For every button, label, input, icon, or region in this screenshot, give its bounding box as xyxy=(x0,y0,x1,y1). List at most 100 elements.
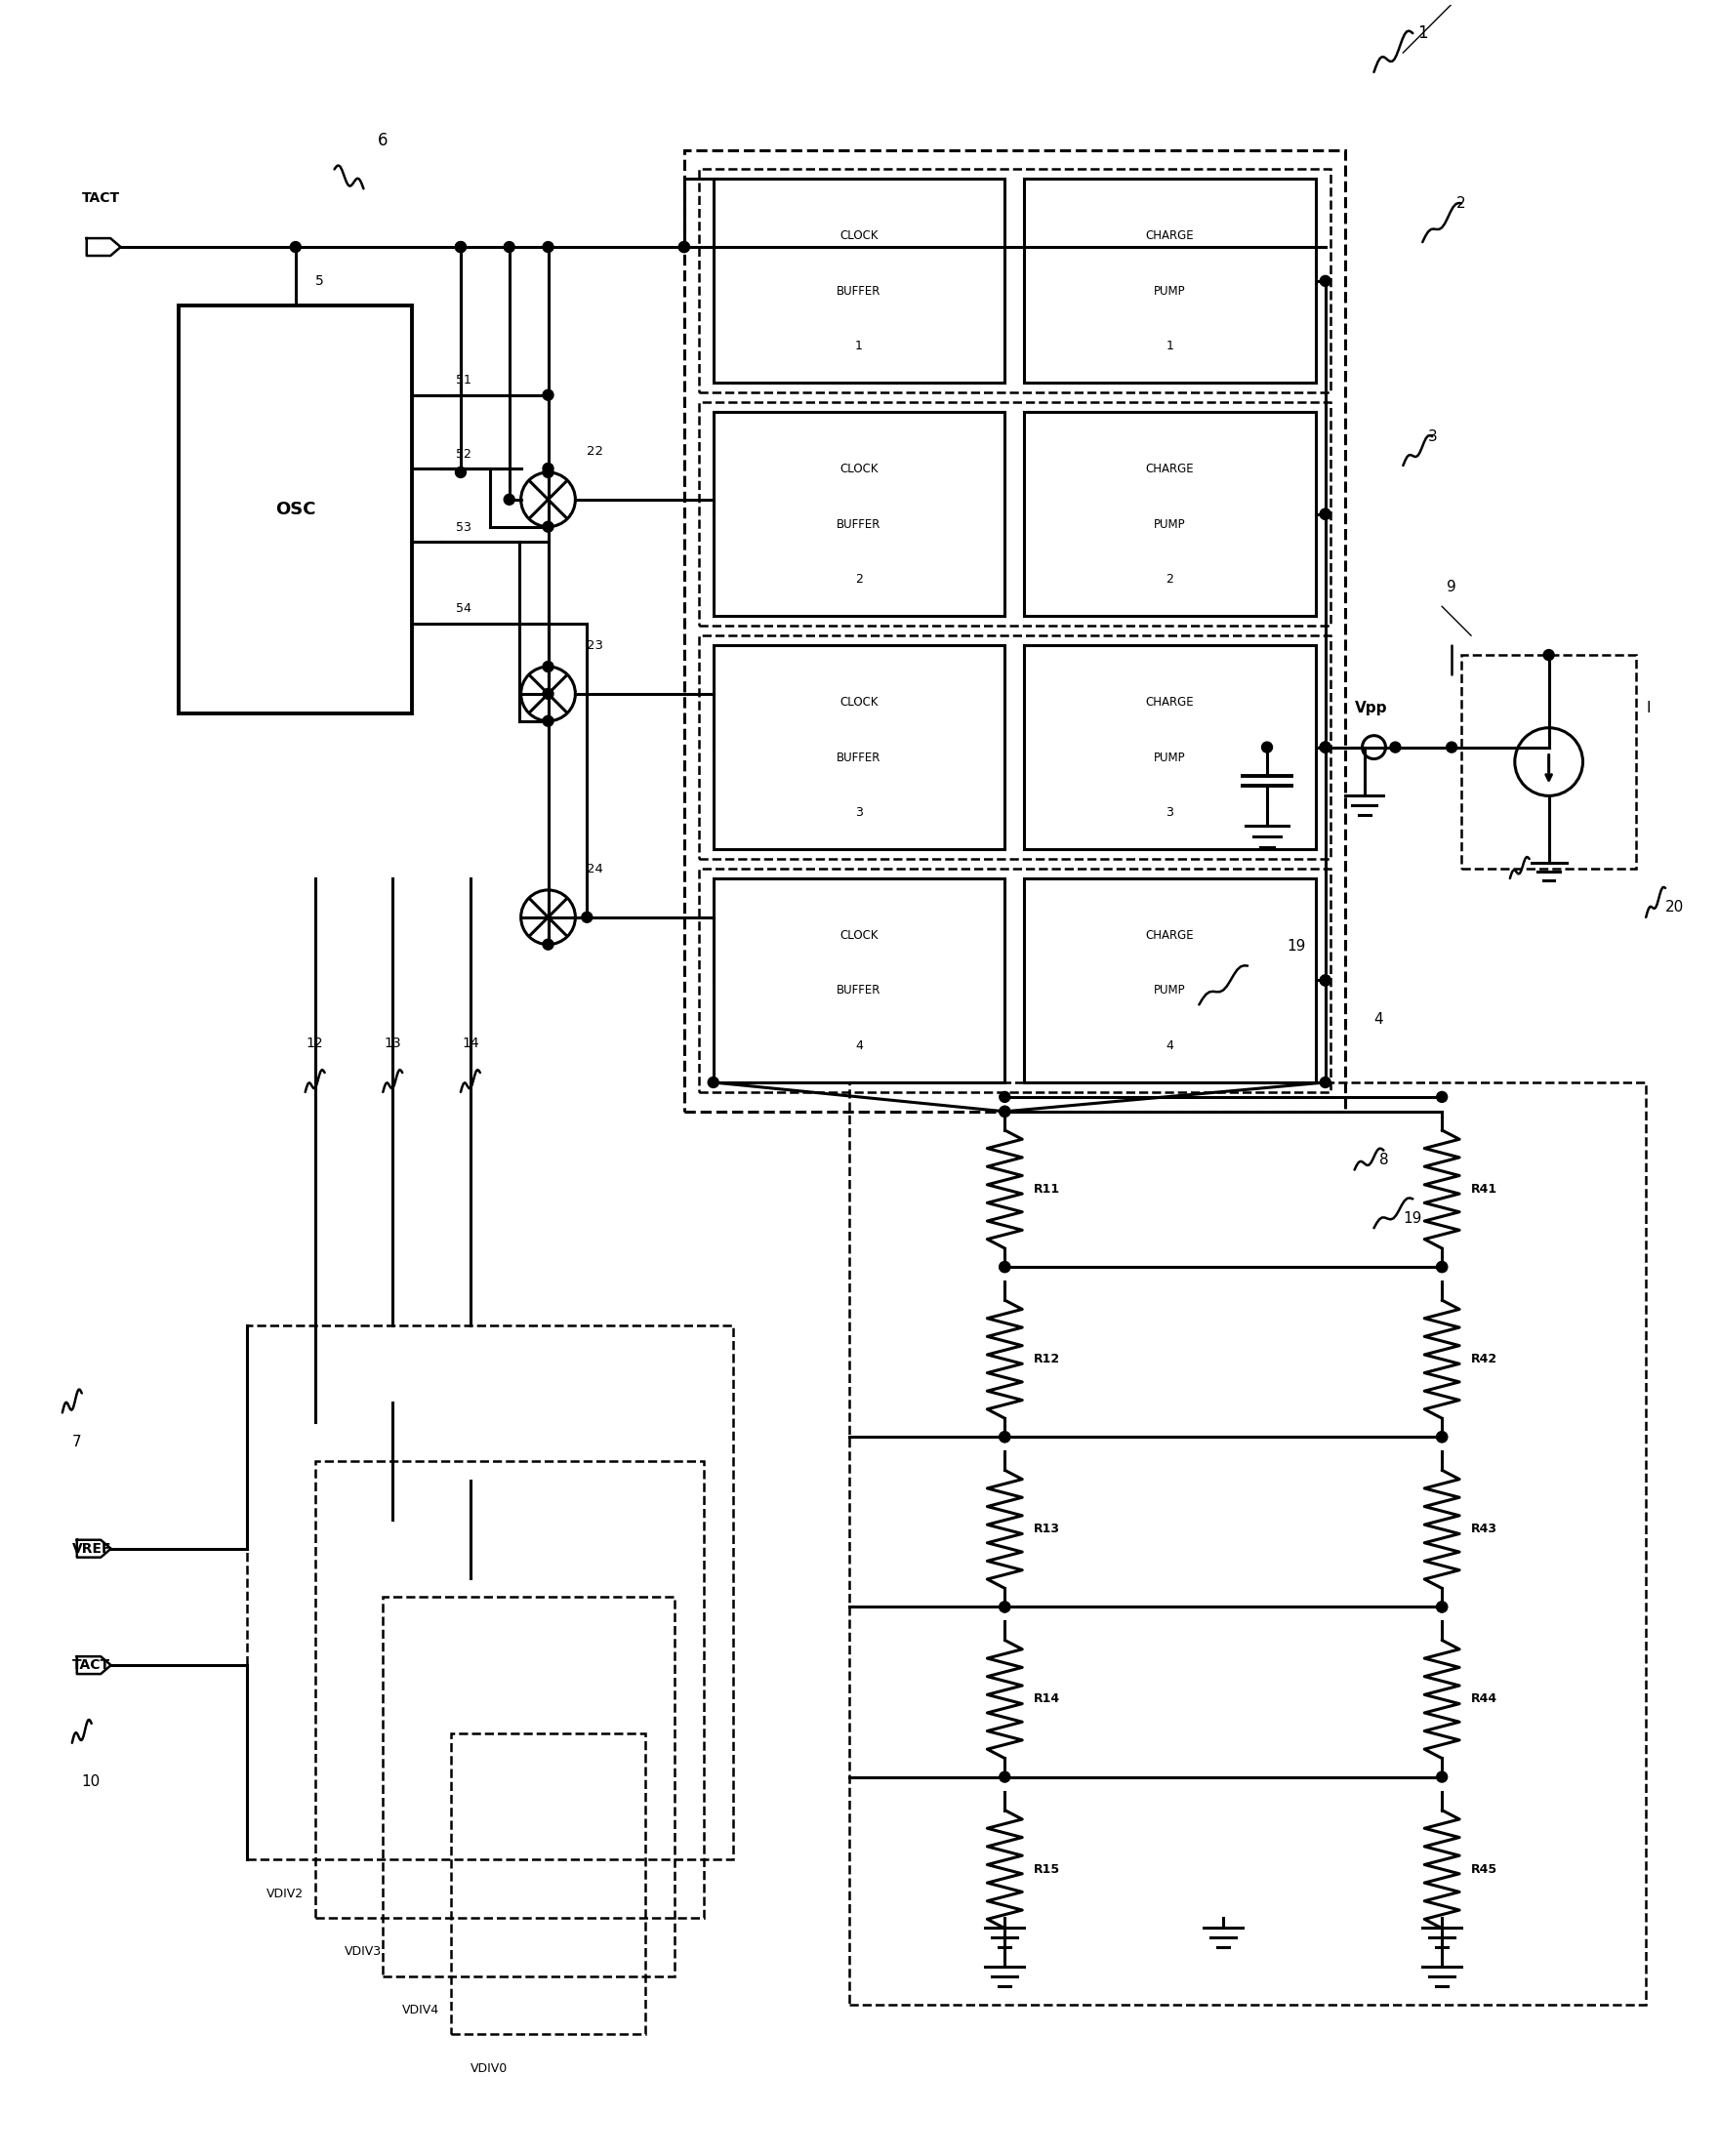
Circle shape xyxy=(999,1602,1011,1613)
Circle shape xyxy=(999,1602,1011,1613)
Text: PUMP: PUMP xyxy=(1153,517,1186,530)
Circle shape xyxy=(1437,1432,1447,1442)
Circle shape xyxy=(999,1432,1011,1442)
Circle shape xyxy=(999,1432,1011,1442)
Text: 19: 19 xyxy=(1403,1212,1422,1225)
Circle shape xyxy=(1320,1078,1331,1089)
Bar xyxy=(179,306,413,714)
Text: R14: R14 xyxy=(1033,1692,1061,1705)
Bar xyxy=(684,149,1344,1112)
Text: Vpp: Vpp xyxy=(1355,701,1387,716)
Text: 6: 6 xyxy=(378,132,388,149)
Circle shape xyxy=(456,241,466,252)
Circle shape xyxy=(999,1091,1011,1102)
Circle shape xyxy=(1437,1261,1447,1272)
Text: VDIV2: VDIV2 xyxy=(266,1886,304,1899)
Circle shape xyxy=(1437,1261,1447,1272)
Text: VREF: VREF xyxy=(72,1542,112,1554)
Text: TACT: TACT xyxy=(83,192,120,205)
Circle shape xyxy=(679,241,689,252)
Circle shape xyxy=(999,1261,1011,1272)
Circle shape xyxy=(456,241,466,252)
Bar xyxy=(315,1462,703,1919)
Text: R45: R45 xyxy=(1471,1863,1497,1876)
Circle shape xyxy=(999,1772,1011,1783)
Text: VDIV3: VDIV3 xyxy=(344,1945,382,1958)
Text: CLOCK: CLOCK xyxy=(841,929,878,942)
Text: 4: 4 xyxy=(1373,1011,1384,1026)
Text: CHARGE: CHARGE xyxy=(1145,231,1195,241)
Text: CHARGE: CHARGE xyxy=(1145,464,1195,476)
Text: R42: R42 xyxy=(1471,1352,1497,1365)
Circle shape xyxy=(543,390,554,401)
Text: R15: R15 xyxy=(1033,1863,1061,1876)
Bar xyxy=(698,403,1331,625)
Text: 2: 2 xyxy=(854,573,863,586)
Circle shape xyxy=(1320,742,1331,752)
Bar xyxy=(698,636,1331,858)
Circle shape xyxy=(1320,975,1331,985)
Text: R44: R44 xyxy=(1471,1692,1497,1705)
Text: CHARGE: CHARGE xyxy=(1145,696,1195,709)
Circle shape xyxy=(543,716,554,727)
Circle shape xyxy=(1437,1602,1447,1613)
Circle shape xyxy=(1446,742,1458,752)
Circle shape xyxy=(543,241,554,252)
Bar xyxy=(698,869,1331,1093)
Text: 22: 22 xyxy=(586,444,603,457)
Text: OSC: OSC xyxy=(275,500,316,517)
Circle shape xyxy=(999,1106,1011,1117)
Text: 12: 12 xyxy=(306,1037,323,1050)
Bar xyxy=(849,1082,1647,2005)
Text: 3: 3 xyxy=(1427,429,1437,444)
Circle shape xyxy=(543,688,554,699)
Text: CLOCK: CLOCK xyxy=(841,464,878,476)
Text: 10: 10 xyxy=(83,1774,101,1789)
Text: PUMP: PUMP xyxy=(1153,750,1186,763)
Text: 1: 1 xyxy=(854,341,863,354)
Text: BUFFER: BUFFER xyxy=(837,517,882,530)
Text: 19: 19 xyxy=(1286,940,1305,953)
Text: VDIV0: VDIV0 xyxy=(471,2061,507,2074)
Circle shape xyxy=(1262,742,1272,752)
Bar xyxy=(248,1326,732,1858)
Text: 51: 51 xyxy=(456,375,471,386)
Bar xyxy=(1461,655,1636,869)
Circle shape xyxy=(1320,742,1331,752)
Text: 1: 1 xyxy=(1418,24,1428,43)
Circle shape xyxy=(543,940,554,951)
Circle shape xyxy=(679,241,689,252)
Circle shape xyxy=(1320,509,1331,520)
Text: PUMP: PUMP xyxy=(1153,285,1186,298)
Circle shape xyxy=(456,468,466,479)
Text: CHARGE: CHARGE xyxy=(1145,929,1195,942)
Text: BUFFER: BUFFER xyxy=(837,285,882,298)
Circle shape xyxy=(708,1078,719,1089)
Text: 13: 13 xyxy=(383,1037,401,1050)
Text: 8: 8 xyxy=(1379,1153,1389,1166)
Circle shape xyxy=(543,464,554,474)
Text: 3: 3 xyxy=(854,806,863,819)
Text: 20: 20 xyxy=(1666,901,1685,914)
Text: 1: 1 xyxy=(1165,341,1174,354)
Circle shape xyxy=(1544,649,1554,660)
Bar xyxy=(1025,877,1315,1082)
Text: 52: 52 xyxy=(456,448,471,459)
Text: R41: R41 xyxy=(1471,1184,1497,1197)
Text: 4: 4 xyxy=(854,1039,863,1052)
Bar xyxy=(450,1733,645,2035)
Circle shape xyxy=(1320,742,1331,752)
Text: CLOCK: CLOCK xyxy=(841,231,878,241)
Text: 14: 14 xyxy=(462,1037,480,1050)
Circle shape xyxy=(1320,975,1331,985)
Text: 2: 2 xyxy=(1456,196,1466,211)
Circle shape xyxy=(504,494,514,505)
Text: PUMP: PUMP xyxy=(1153,985,1186,996)
Circle shape xyxy=(504,241,514,252)
Text: R12: R12 xyxy=(1033,1352,1061,1365)
Text: 24: 24 xyxy=(586,862,603,875)
Text: R13: R13 xyxy=(1033,1522,1061,1535)
Text: CLOCK: CLOCK xyxy=(841,696,878,709)
Circle shape xyxy=(1391,742,1401,752)
Circle shape xyxy=(543,468,554,479)
